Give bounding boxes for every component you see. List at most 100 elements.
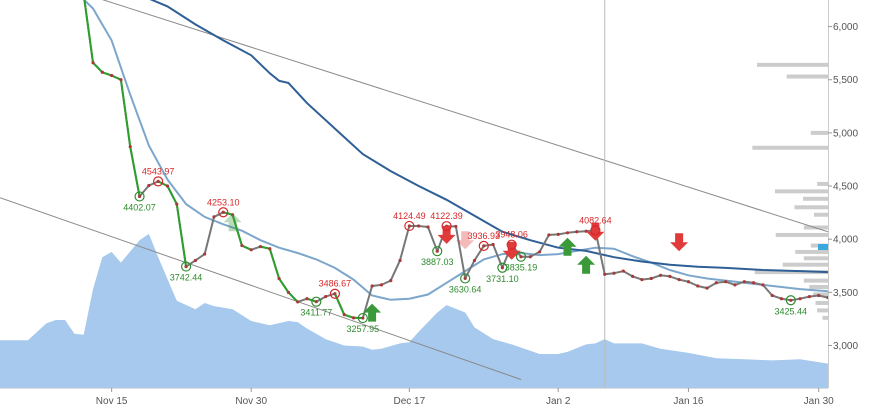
y-tick-label: 4,500 — [833, 182, 858, 193]
price-point — [789, 299, 792, 302]
price-point — [157, 180, 160, 183]
price-point — [129, 145, 132, 148]
price-point — [733, 283, 736, 286]
price-point — [798, 297, 801, 300]
y-tick-label: 6,000 — [833, 22, 858, 33]
low-level-label: 3731.10 — [486, 274, 519, 284]
low-level-label: 3411.77 — [300, 308, 332, 318]
y-tick-label: 3,000 — [833, 341, 858, 352]
volume-profile-bar — [811, 131, 828, 135]
volume-profile-bar — [757, 63, 828, 67]
price-point — [389, 279, 392, 282]
price-point — [305, 297, 308, 300]
price-point — [250, 248, 253, 251]
x-tick-label: Jan 2 — [546, 396, 571, 407]
price-point — [640, 278, 643, 281]
price-point — [752, 281, 755, 284]
volume-profile-bar — [787, 75, 828, 79]
volume-profile-bar — [804, 279, 828, 283]
volume-profile-bar — [823, 316, 828, 320]
price-point — [287, 291, 290, 294]
price-point — [184, 265, 187, 268]
price-point — [519, 255, 522, 258]
price-point — [678, 278, 681, 281]
price-point — [138, 195, 141, 198]
price-point — [240, 244, 243, 247]
x-tick-label: Jan 30 — [804, 396, 834, 407]
low-level-label: 3630.64 — [449, 284, 482, 294]
low-level-label: 3257.95 — [347, 324, 380, 334]
price-point — [333, 292, 336, 295]
price-point — [278, 277, 281, 280]
price-point — [501, 266, 504, 269]
high-level-label: 4543.97 — [142, 166, 175, 176]
price-point — [575, 230, 578, 233]
price-point — [268, 247, 271, 250]
y-tick-label: 5,000 — [833, 128, 858, 139]
price-point — [398, 259, 401, 262]
price-point — [650, 277, 653, 280]
x-tick-label: Jan 16 — [673, 396, 703, 407]
price-point — [705, 286, 708, 289]
price-point — [324, 295, 327, 298]
volume-profile-bar — [817, 308, 828, 312]
price-point — [296, 300, 299, 303]
volume-profile-bar — [804, 256, 828, 260]
price-point — [194, 259, 197, 262]
price-point — [566, 231, 569, 234]
price-point — [771, 294, 774, 297]
high-level-label: 3948.06 — [495, 230, 528, 240]
low-level-label: 3425.44 — [775, 306, 808, 316]
price-point — [724, 280, 727, 283]
price-point — [101, 71, 104, 74]
high-level-label: 4253.10 — [207, 197, 240, 207]
volume-profile-bar — [809, 285, 828, 289]
price-point — [612, 272, 615, 275]
price-point — [454, 225, 457, 228]
price-point — [259, 245, 262, 248]
volume-profile-bar — [794, 205, 828, 209]
volume-profile-bar — [783, 263, 828, 267]
price-point — [175, 202, 178, 205]
x-tick-label: Nov 30 — [235, 396, 267, 407]
price-point — [203, 252, 206, 255]
volume-profile-bar — [752, 146, 828, 150]
price-point — [91, 61, 94, 64]
price-point — [529, 255, 532, 258]
price-point — [408, 224, 411, 227]
price-point — [538, 250, 541, 253]
price-point — [780, 297, 783, 300]
y-tick-label: 4,000 — [833, 235, 858, 246]
x-tick-label: Nov 15 — [96, 396, 128, 407]
volume-profile-bar — [814, 213, 828, 217]
price-point — [352, 316, 355, 319]
price-point — [491, 243, 494, 246]
price-point — [622, 269, 625, 272]
price-point — [464, 277, 467, 280]
price-point — [343, 313, 346, 316]
price-point — [603, 273, 606, 276]
volume-profile-bar — [816, 301, 828, 305]
low-level-label: 4402.07 — [123, 202, 156, 212]
price-point — [631, 275, 634, 278]
y-tick-label: 5,500 — [833, 75, 858, 86]
price-point — [110, 74, 113, 77]
price-point — [361, 316, 364, 319]
low-level-label: 3887.03 — [421, 257, 454, 267]
price-point — [482, 244, 485, 247]
price-point — [659, 274, 662, 277]
price-point — [222, 211, 225, 214]
price-point — [371, 284, 374, 287]
volume-profile-bar — [795, 250, 828, 254]
price-point — [166, 184, 169, 187]
price-point — [380, 283, 383, 286]
price-point — [743, 280, 746, 283]
price-point — [212, 215, 215, 218]
price-point — [808, 295, 811, 298]
price-point — [696, 284, 699, 287]
low-level-label: 3835.19 — [505, 263, 538, 273]
price-point — [761, 283, 764, 286]
current-price-marker — [818, 244, 828, 250]
